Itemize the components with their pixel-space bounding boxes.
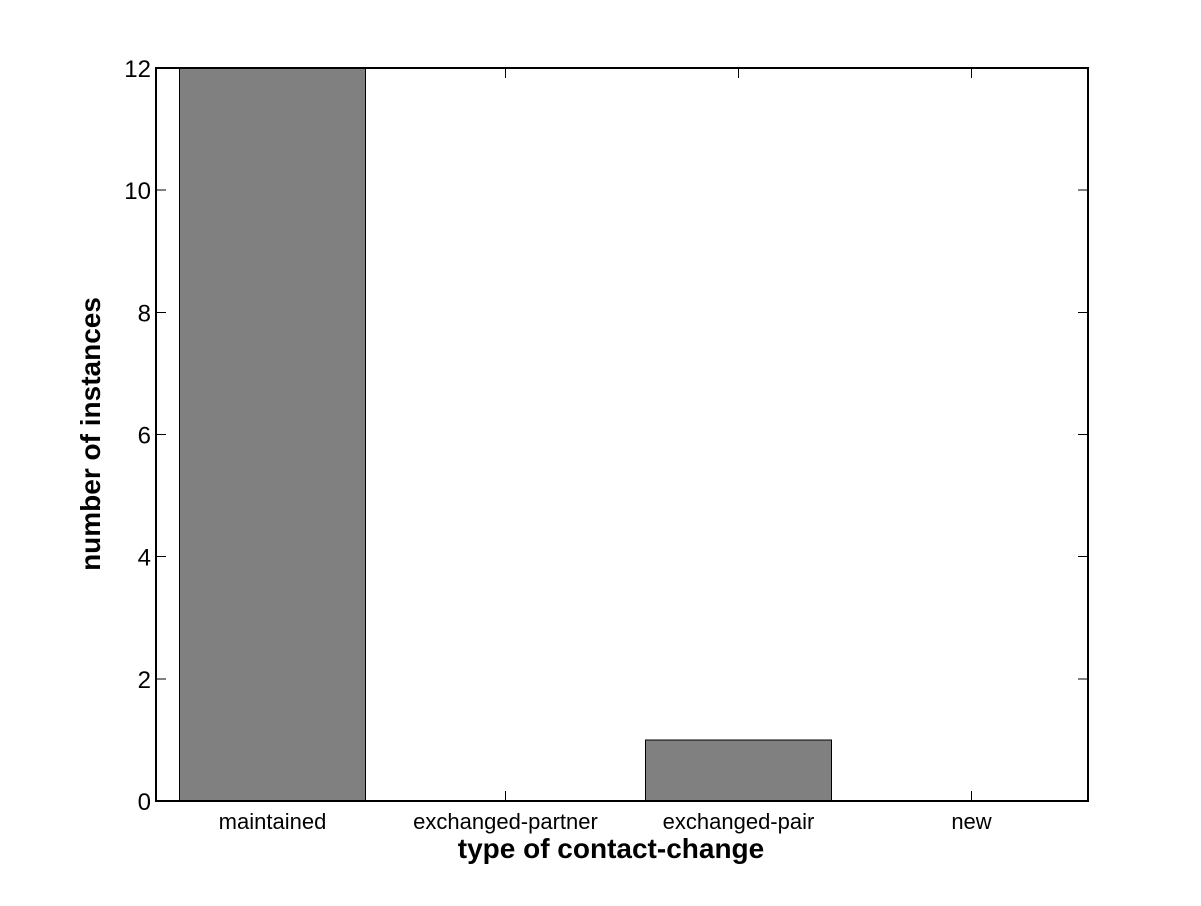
svg-text:exchanged-partner: exchanged-partner [413,809,598,834]
svg-text:12: 12 [124,56,151,83]
svg-text:exchanged-pair: exchanged-pair [663,809,815,834]
svg-text:2: 2 [138,667,151,694]
svg-text:maintained: maintained [219,809,327,834]
svg-text:10: 10 [124,178,151,205]
svg-text:6: 6 [138,423,151,450]
svg-text:8: 8 [138,300,151,327]
svg-text:4: 4 [138,545,151,572]
svg-text:new: new [951,809,991,834]
svg-text:type of contact-change: type of contact-change [458,833,764,864]
svg-text:0: 0 [138,789,151,816]
svg-text:number of instances: number of instances [75,297,106,571]
